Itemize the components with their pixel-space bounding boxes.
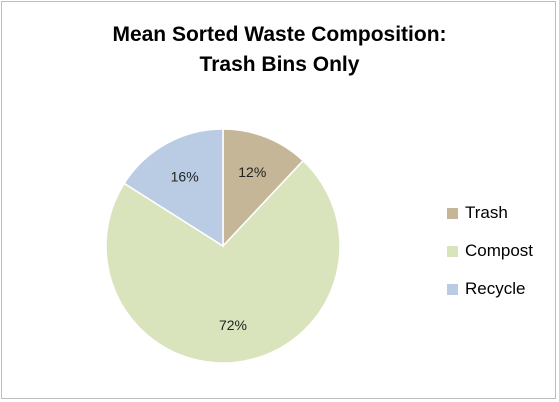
chart-title-line-1: Mean Sorted Waste Composition: xyxy=(112,23,447,46)
legend-swatch-recycle xyxy=(447,283,458,295)
legend-label-recycle: Recycle xyxy=(465,279,526,298)
legend-item-recycle: Recycle xyxy=(447,270,533,308)
pie-slice-recycle xyxy=(123,128,224,248)
legend: Trash Compost Recycle xyxy=(447,194,533,308)
data-label-trash: 12% xyxy=(238,164,266,180)
chart-title: Mean Sorted Waste Composition: Trash Bin… xyxy=(0,20,559,80)
legend-label-trash: Trash xyxy=(465,203,508,222)
chart-title-line-2: Trash Bins Only xyxy=(199,53,360,76)
legend-swatch-trash xyxy=(447,207,458,219)
pie-slice-compost xyxy=(105,159,341,364)
pie-slice-trash xyxy=(222,128,305,248)
legend-label-compost: Compost xyxy=(465,241,534,260)
data-label-recycle: 16% xyxy=(171,168,199,184)
legend-item-compost: Compost xyxy=(447,232,533,270)
legend-item-trash: Trash xyxy=(447,194,533,232)
legend-swatch-compost xyxy=(447,245,458,257)
data-label-compost: 72% xyxy=(219,317,247,333)
